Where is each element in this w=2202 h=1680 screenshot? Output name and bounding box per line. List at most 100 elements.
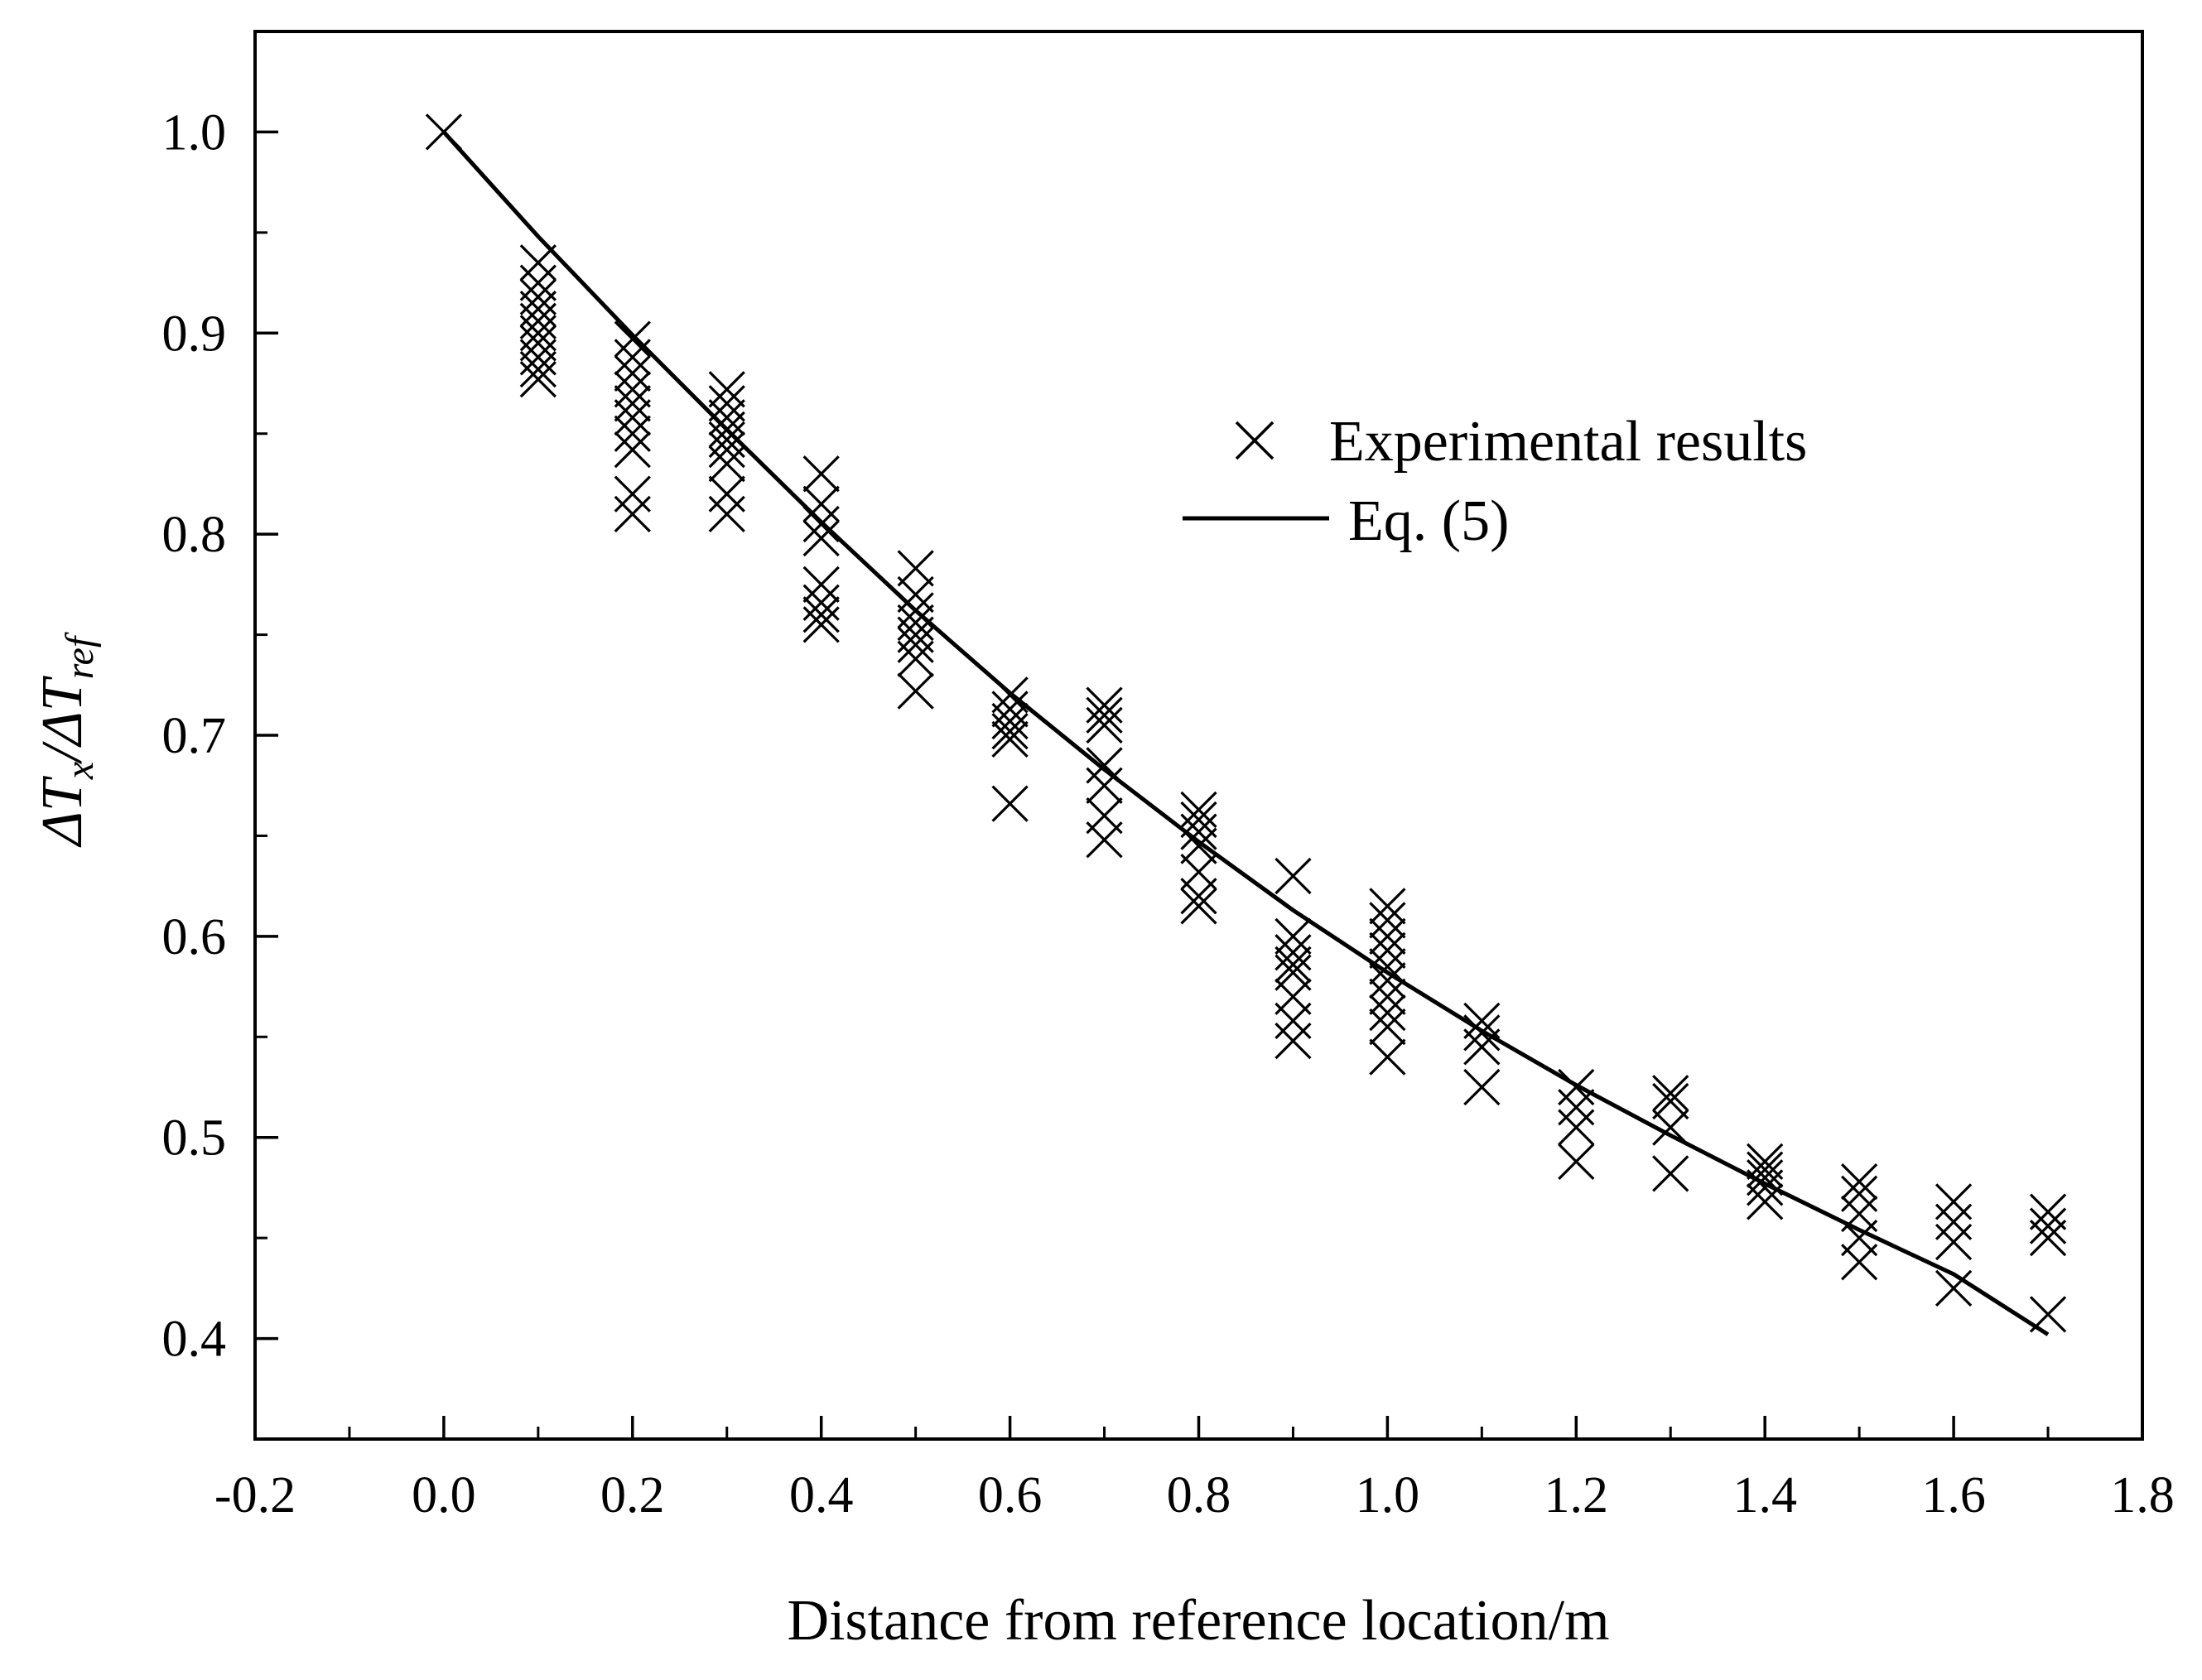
data-point-marker (1558, 1109, 1595, 1146)
data-point-marker (708, 475, 745, 513)
data-point-marker (708, 445, 745, 483)
data-point-marker (1558, 1089, 1595, 1126)
data-point-marker (614, 495, 651, 532)
x-tick-label: 0.8 (1167, 1467, 1231, 1524)
data-point-marker (1369, 888, 1406, 925)
data-point-marker (708, 411, 745, 448)
data-point-marker (425, 113, 463, 151)
data-point-marker (802, 596, 840, 633)
data-point-marker (1369, 1038, 1406, 1076)
data-point-marker (1369, 962, 1406, 999)
data-point-marker (991, 720, 1029, 758)
data-point-marker (1086, 696, 1123, 734)
data-point-marker (1274, 934, 1312, 971)
y-tick-label: 0.8 (162, 507, 227, 563)
data-point-marker (1086, 686, 1123, 724)
y-tick-label: 0.6 (162, 909, 227, 965)
data-point-marker (991, 785, 1029, 822)
data-point-marker (2029, 1220, 2067, 1257)
data-point-marker (1841, 1175, 1878, 1212)
data-point-marker (1369, 902, 1406, 939)
data-point-marker (708, 371, 745, 408)
x-tick-label: 1.2 (1544, 1467, 1609, 1524)
data-point-marker (1180, 827, 1217, 864)
data-point-marker (1180, 801, 1217, 839)
data-point-marker (519, 264, 557, 301)
data-point-marker (1935, 1269, 1973, 1307)
data-point-marker (802, 455, 840, 493)
x-tick-label: 1.4 (1732, 1467, 1797, 1524)
experimental-markers (425, 113, 2067, 1333)
x-axis: -0.2 0.0 0.2 0.4 0.6 0.8 1.0 1.2 1.4 1.6 1.8 (214, 1416, 2175, 1524)
data-point-marker (519, 350, 557, 388)
data-point-marker (991, 713, 1029, 750)
data-point-marker (897, 640, 934, 677)
data-point-marker (1274, 1023, 1312, 1060)
legend-marker-icon (1235, 421, 1274, 460)
data-point-marker (897, 550, 934, 587)
data-point-marker (708, 385, 745, 422)
data-point-marker (614, 415, 651, 452)
legend-label-experimental: Experimental results (1329, 410, 1807, 474)
y-axis-title: ΔTx/ΔTref (31, 632, 102, 848)
data-point-marker (1463, 1068, 1501, 1106)
data-point-marker (519, 325, 557, 362)
data-point-marker (1369, 1008, 1406, 1046)
data-point-marker (614, 431, 651, 469)
legend: Experimental results Eq. (5) (1183, 410, 1807, 553)
y-tick-label: 0.9 (162, 306, 227, 362)
data-point-marker (708, 431, 745, 469)
data-point-marker (897, 575, 934, 614)
data-point-marker (519, 244, 557, 282)
data-point-marker (1369, 948, 1406, 985)
x-tick-label: 0.4 (789, 1467, 854, 1524)
data-point-marker (1274, 857, 1312, 895)
data-point-marker (1369, 917, 1406, 955)
data-point-marker (1463, 1002, 1501, 1039)
data-point-marker (708, 495, 745, 532)
x-tick-label: 0.2 (600, 1467, 665, 1524)
x-tick-label: -0.2 (214, 1467, 296, 1524)
data-point-marker (1652, 1109, 1689, 1146)
data-point-marker (1180, 878, 1217, 915)
data-point-marker (614, 475, 651, 513)
data-point-marker (802, 519, 840, 557)
data-point-marker (1841, 1163, 1878, 1201)
data-point-marker (1086, 706, 1123, 744)
y-tick-label: 0.5 (162, 1110, 227, 1167)
y-tick-label: 0.4 (162, 1312, 227, 1368)
data-point-marker (802, 566, 840, 603)
data-point-marker (1747, 1169, 1784, 1206)
data-point-marker (1274, 1002, 1312, 1039)
data-point-marker (614, 385, 651, 422)
data-point-marker (1935, 1223, 1973, 1261)
data-point-marker (1369, 978, 1406, 1015)
data-point-marker (1274, 946, 1312, 983)
data-point-marker (614, 371, 651, 408)
y-tick-label: 0.7 (162, 708, 227, 764)
data-point-marker (1652, 1082, 1689, 1120)
x-tick-label: 1.6 (1921, 1467, 1986, 1524)
data-point-marker (1086, 747, 1123, 784)
data-point-marker (802, 505, 840, 543)
y-tick-label: 1.0 (162, 104, 227, 161)
x-tick-label: 0.6 (978, 1467, 1043, 1524)
eq5-curve (442, 130, 2050, 1336)
x-tick-label: 1.8 (2110, 1467, 2175, 1524)
x-axis-title: Distance from reference location/m (787, 1589, 1609, 1653)
data-point-marker (1935, 1203, 1973, 1240)
data-point-marker (2029, 1207, 2067, 1244)
data-point-marker (1747, 1151, 1784, 1188)
data-point-marker (2029, 1193, 2067, 1230)
data-point-marker (1180, 791, 1217, 828)
data-point-marker (897, 672, 934, 710)
x-tick-label: 0.0 (412, 1467, 476, 1524)
data-point-marker (614, 399, 651, 436)
data-point-marker (1558, 1143, 1595, 1180)
data-point-marker (1086, 767, 1123, 804)
data-point-marker (991, 676, 1029, 714)
data-point-marker (614, 339, 651, 376)
eq5-curve-layer (442, 130, 2050, 1336)
